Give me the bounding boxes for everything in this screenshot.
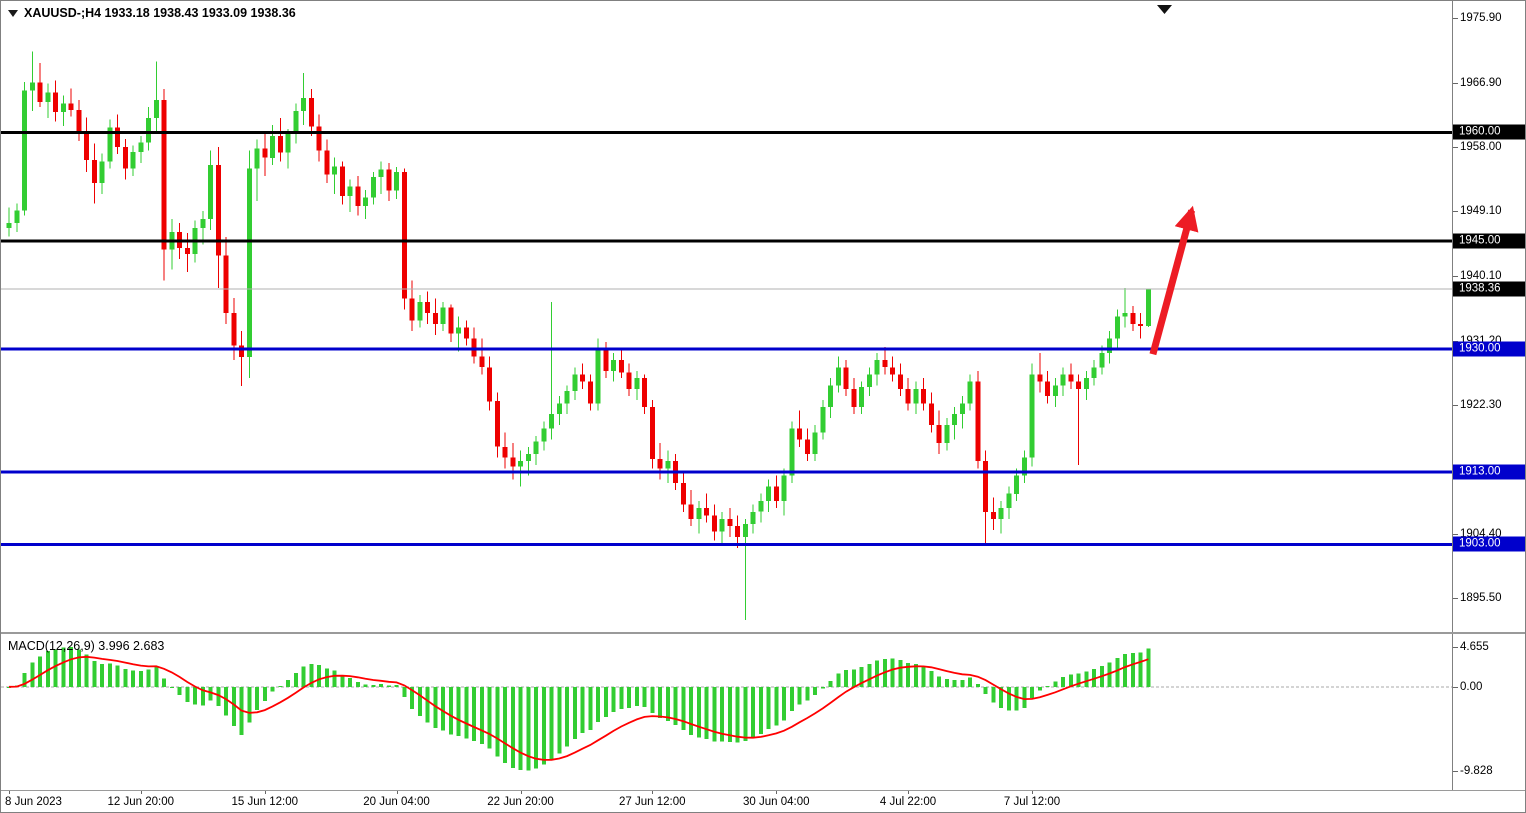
price-level-badge: 1913.00 bbox=[1453, 464, 1525, 480]
macd-indicator-text: MACD(12,26,9) 3.996 2.683 bbox=[8, 639, 165, 653]
time-axis-label: 30 Jun 04:00 bbox=[742, 796, 810, 808]
time-tick bbox=[9, 790, 10, 794]
macd-tick-label: 4.655 bbox=[1453, 641, 1489, 654]
time-tick bbox=[652, 790, 654, 794]
price-level-badge: 1903.00 bbox=[1453, 536, 1525, 552]
price-tick-label: 1895.50 bbox=[1453, 592, 1502, 605]
time-axis-label: 4 Jul 22:00 bbox=[879, 796, 937, 808]
time-axis-label: 22 Jun 20:00 bbox=[487, 796, 554, 808]
time-axis-divider bbox=[1, 790, 1525, 791]
time-axis-label: 8 Jun 2023 bbox=[5, 796, 62, 808]
time-axis-label: 27 Jun 12:00 bbox=[618, 796, 686, 808]
time-axis-label: 15 Jun 12:00 bbox=[231, 796, 299, 808]
trend-arrow[interactable] bbox=[1149, 205, 1199, 356]
time-tick bbox=[1032, 790, 1033, 794]
candles bbox=[6, 51, 1151, 621]
symbol-ohlc-text: XAUUSD-;H4 1933.18 1938.43 1933.09 1938.… bbox=[24, 6, 296, 20]
price-level-badge: 1938.36 bbox=[1453, 281, 1525, 297]
symbol-ohlc-label: XAUUSD-;H4 1933.18 1938.43 1933.09 1938.… bbox=[8, 6, 296, 20]
time-tick bbox=[908, 790, 909, 794]
time-axis[interactable]: 8 Jun 2023 12 Jun 20:00 15 Jun 12:00 20 Jun… bbox=[1, 790, 1452, 812]
macd-tick-label: -9.828 bbox=[1453, 764, 1493, 777]
macd-histogram bbox=[7, 647, 1151, 771]
chart-shift-marker-icon[interactable] bbox=[1157, 5, 1172, 14]
time-tick bbox=[520, 790, 522, 794]
price-level-badge: 1960.00 bbox=[1453, 124, 1525, 140]
price-tick-label: 1975.90 bbox=[1453, 11, 1502, 24]
axis-separator bbox=[1452, 1, 1453, 790]
time-tick bbox=[776, 790, 778, 794]
time-axis-label: 7 Jul 12:00 bbox=[1003, 796, 1061, 808]
price-tick-label: 1940.10 bbox=[1453, 270, 1502, 283]
price-axis[interactable]: 1975.90 1966.90 1958.00 1949.10 1940.10 1931.… bbox=[1452, 1, 1525, 790]
price-level-badge: 1930.00 bbox=[1453, 341, 1525, 357]
macd-panel[interactable] bbox=[1, 634, 1452, 790]
main-chart[interactable] bbox=[1, 1, 1452, 633]
time-tick bbox=[264, 790, 266, 794]
panel-divider[interactable] bbox=[1, 632, 1525, 634]
macd-indicator-label: MACD(12,26,9) 3.996 2.683 bbox=[8, 639, 164, 653]
time-tick bbox=[140, 790, 142, 794]
time-axis-label: 20 Jun 04:00 bbox=[363, 796, 430, 808]
price-tick-label: 1922.30 bbox=[1453, 398, 1502, 411]
macd-signal-line bbox=[8, 655, 1149, 761]
symbol-marker-icon bbox=[8, 9, 18, 17]
time-axis-label: 12 Jun 20:00 bbox=[107, 796, 175, 808]
price-tick-label: 1958.00 bbox=[1453, 140, 1502, 153]
price-tick-label: 1949.10 bbox=[1453, 205, 1502, 218]
macd-tick-label: 0.00 bbox=[1452, 680, 1483, 693]
time-tick bbox=[396, 790, 398, 794]
price-tick-label: 1966.90 bbox=[1453, 76, 1502, 89]
price-level-badge: 1945.00 bbox=[1453, 233, 1525, 249]
